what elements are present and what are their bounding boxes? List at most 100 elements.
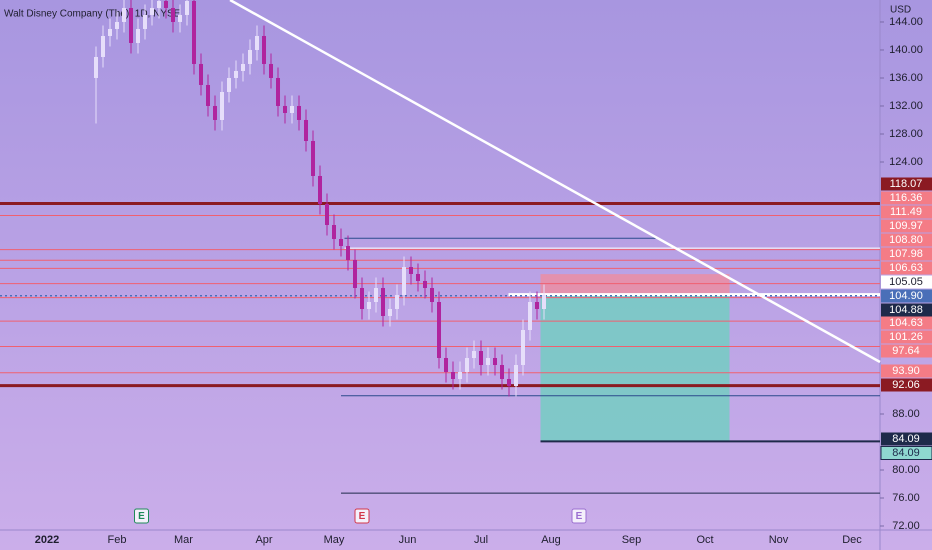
stop-zone	[540, 274, 730, 296]
x-tick-label: Apr	[255, 534, 272, 546]
target-zone	[540, 295, 730, 442]
price-label: 97.64	[892, 345, 920, 357]
y-tick-label: 140.00	[889, 44, 923, 56]
candle-body	[325, 203, 330, 225]
candle-body	[381, 287, 386, 316]
x-tick-label: Jul	[474, 534, 488, 546]
earnings-label: E	[138, 511, 145, 522]
candle-body	[374, 287, 379, 302]
x-tick-label: Dec	[842, 534, 862, 546]
earnings-label: E	[576, 511, 583, 522]
candle-body	[318, 175, 323, 204]
candle-body	[493, 358, 498, 366]
candle-body	[444, 358, 449, 373]
candle-body	[122, 7, 127, 22]
y-tick-label: 72.00	[892, 520, 920, 532]
candle-body	[360, 287, 365, 309]
candle-body	[199, 63, 204, 85]
price-label-box	[881, 177, 932, 191]
price-label-box	[881, 289, 932, 303]
price-label-box	[881, 432, 932, 446]
candle-body	[395, 294, 400, 309]
x-tick-label: Mar	[174, 534, 193, 546]
x-tick-label: Feb	[108, 534, 127, 546]
candle-body	[290, 105, 295, 113]
candle-body	[353, 259, 358, 288]
price-label-box	[881, 316, 932, 330]
candle-body	[234, 70, 239, 78]
candle-body	[101, 35, 106, 57]
y-tick-label: 132.00	[889, 100, 923, 112]
price-label-box	[881, 275, 932, 289]
candle-body	[542, 294, 547, 309]
candle-body	[157, 0, 162, 8]
y-tick-label: 124.00	[889, 156, 923, 168]
candle-body	[430, 287, 435, 302]
x-tick-label: 2022	[35, 534, 59, 546]
price-label-box	[881, 303, 932, 317]
price-label-box	[881, 261, 932, 275]
price-label: 118.07	[890, 178, 923, 190]
price-label: 108.80	[889, 234, 923, 246]
currency: USD	[890, 5, 911, 16]
y-tick-label: 88.00	[892, 408, 920, 420]
candle-body	[409, 266, 414, 274]
price-label-box	[881, 205, 932, 219]
candle-body	[486, 358, 491, 366]
candle-body	[94, 56, 99, 78]
x-tick-label: Jun	[399, 534, 417, 546]
candle-body	[143, 14, 148, 29]
x-tick-label: May	[324, 534, 345, 546]
earnings-marker	[134, 508, 150, 524]
candle-body	[311, 140, 316, 176]
chart-title: Walt Disney Company (The), 1D, NYSE	[4, 9, 181, 20]
candle-body	[248, 49, 253, 64]
candle-body	[241, 63, 246, 71]
candle-body	[297, 105, 302, 120]
price-label: 104.88	[889, 304, 923, 316]
price-label: 107.98	[889, 248, 923, 260]
candle-body	[220, 91, 225, 120]
candle-body	[255, 35, 260, 50]
x-tick-label: Oct	[696, 534, 713, 546]
candle-body	[367, 301, 372, 309]
candle-body	[416, 273, 421, 281]
candle-body	[213, 105, 218, 120]
price-label: 84.09	[892, 433, 920, 445]
price-label: 116.36	[890, 192, 923, 204]
candle-body	[451, 372, 456, 380]
earnings-marker	[571, 508, 587, 524]
candle-body	[136, 28, 141, 43]
candle-body	[332, 224, 337, 239]
price-label: 109.97	[889, 220, 923, 232]
candle-body	[388, 308, 393, 316]
price-label-box	[881, 233, 932, 247]
candle-body	[535, 301, 540, 309]
x-tick-label: Nov	[769, 534, 789, 546]
earnings-label: E	[359, 511, 366, 522]
candle-body	[227, 77, 232, 92]
candle-body	[514, 365, 519, 387]
price-label: 93.90	[892, 365, 920, 377]
candle-body	[262, 35, 267, 64]
candle-body	[465, 358, 470, 373]
candle-body	[283, 105, 288, 113]
candle-body	[129, 7, 134, 43]
x-tick-label: Aug	[541, 534, 561, 546]
candle-body	[150, 7, 155, 15]
price-label-box	[881, 191, 932, 205]
candle-body	[479, 350, 484, 366]
price-label: 104.63	[889, 317, 923, 329]
x-tick-label: Sep	[622, 534, 642, 546]
candle-body	[206, 84, 211, 106]
candle-body	[185, 0, 190, 15]
y-tick-label: 136.00	[889, 72, 923, 84]
price-label: 111.49	[890, 206, 922, 218]
candle-body	[500, 365, 505, 380]
candle-body	[423, 280, 428, 288]
y-tick-label: 80.00	[892, 464, 920, 476]
trendline	[229, 0, 881, 364]
candle-body	[507, 379, 512, 387]
